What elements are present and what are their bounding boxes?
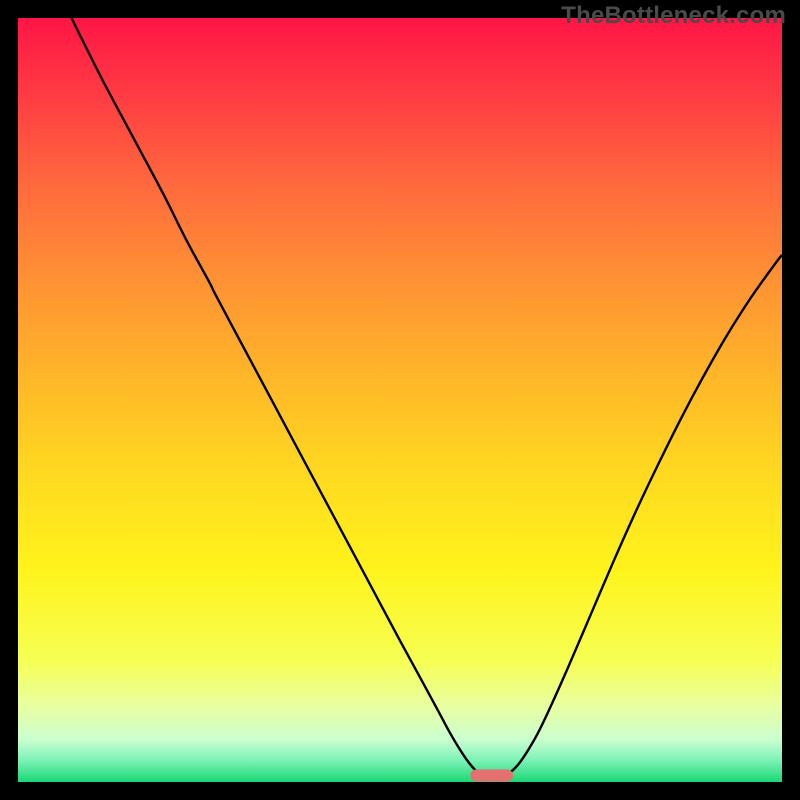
watermark-text: TheBottleneck.com [561, 2, 786, 30]
bottleneck-curve [71, 18, 782, 776]
plot-area [18, 18, 782, 782]
optimum-marker [470, 769, 513, 781]
curve-layer [18, 18, 782, 782]
chart-frame: TheBottleneck.com [0, 0, 800, 800]
